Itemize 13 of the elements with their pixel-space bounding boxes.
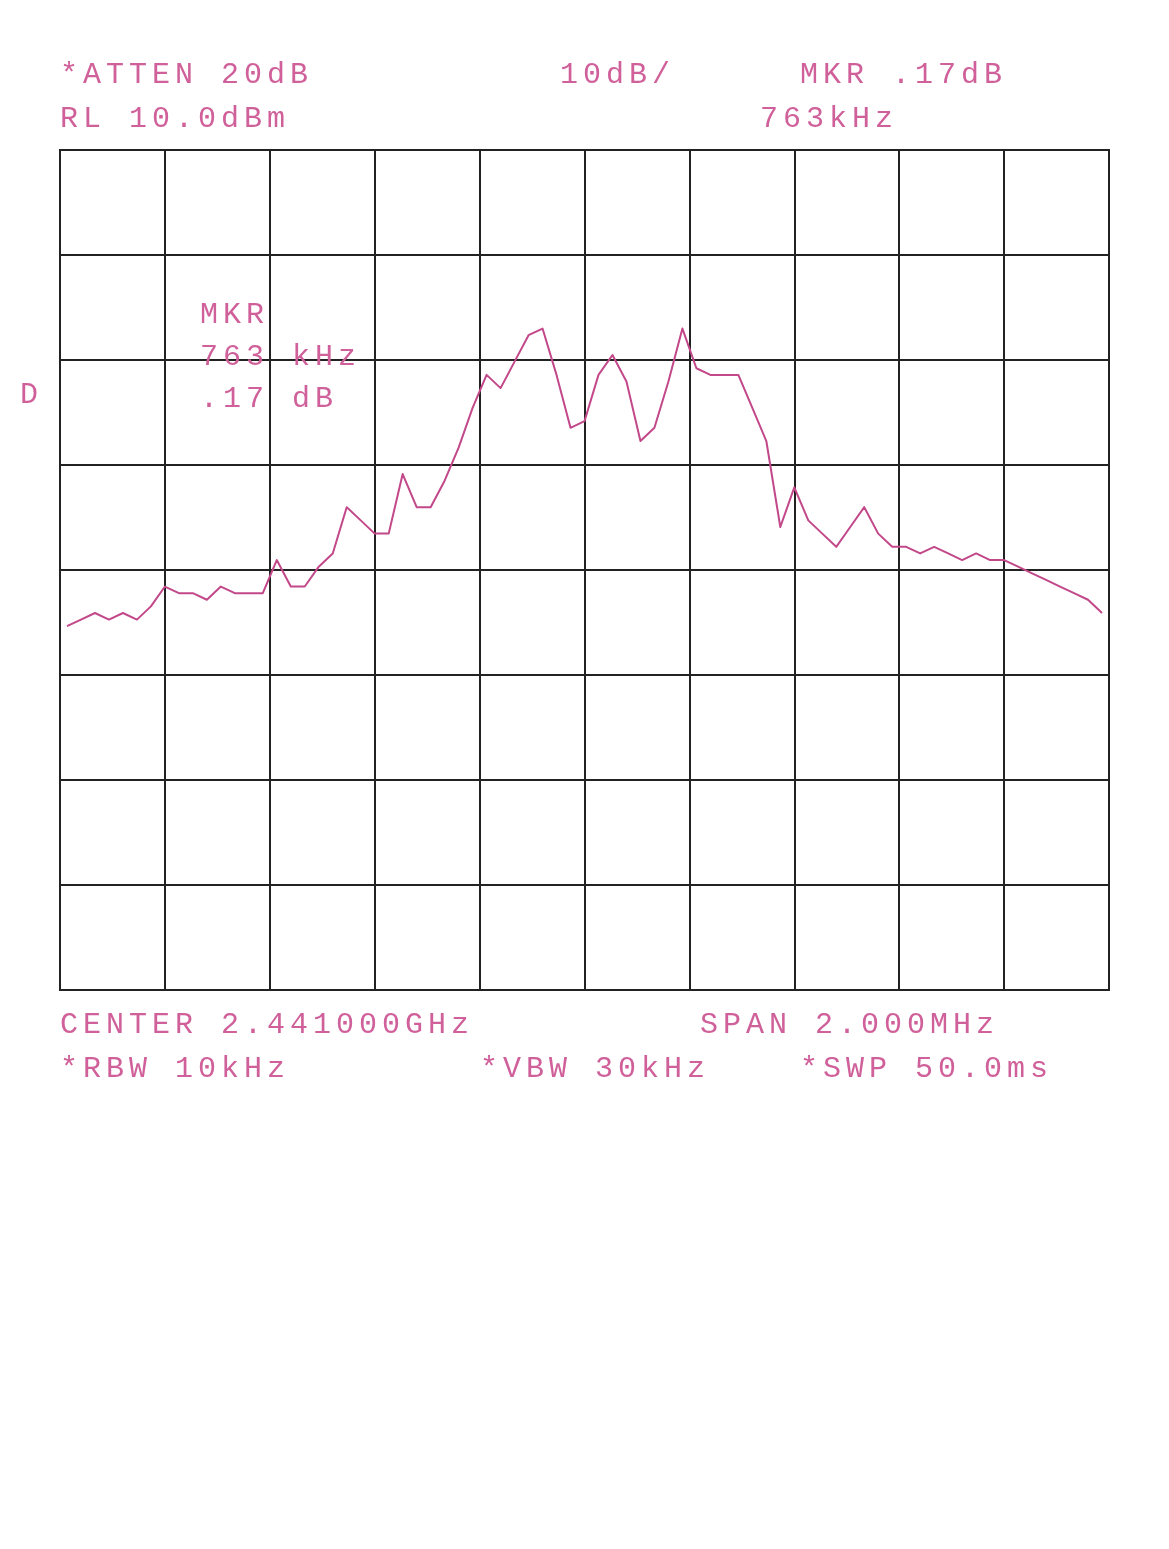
text: MKR .17dB [800, 58, 1008, 92]
text: *VBW 30kHz [480, 1052, 711, 1086]
text: *SWP 50.0ms [800, 1052, 1054, 1086]
text: 763kHz [760, 102, 899, 136]
text: *RBW 10kHz [60, 1052, 291, 1086]
annotation: .17 dB [200, 382, 339, 416]
text: RL 10.0dBm [60, 102, 291, 136]
text: D [20, 378, 44, 412]
text: SPAN 2.000MHz [700, 1008, 1000, 1042]
text: CENTER 2.441000GHz [60, 1008, 475, 1042]
text: *ATTEN 20dB [60, 58, 314, 92]
annotation: MKR [200, 298, 270, 332]
text: 10dB/ [560, 58, 676, 92]
